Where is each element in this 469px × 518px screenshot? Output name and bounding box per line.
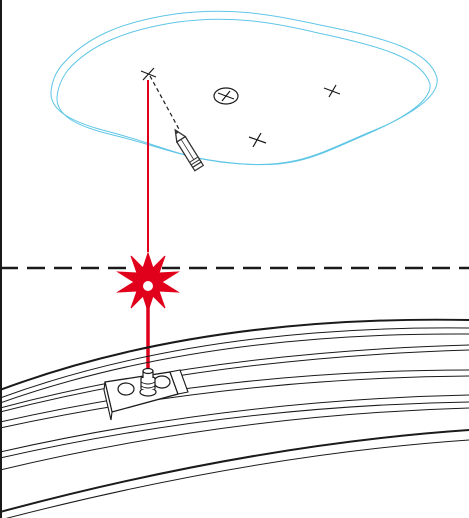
track-line-2 xyxy=(0,327,469,399)
pencil-icon xyxy=(174,128,205,172)
track-line-10 xyxy=(0,407,469,471)
cross-mark-right xyxy=(323,84,341,98)
ceiling-outline xyxy=(50,10,438,166)
center-mark xyxy=(213,87,239,105)
cross-mark-lower xyxy=(248,132,267,148)
track-line-6 xyxy=(0,369,469,423)
track-line-5 xyxy=(0,349,469,413)
track-line-12 xyxy=(5,439,469,518)
track-edge-bottom xyxy=(0,429,469,513)
track-line-7 xyxy=(0,375,469,429)
laser-emitter xyxy=(139,367,157,397)
mounting-bracket xyxy=(103,367,189,421)
track-line-3 xyxy=(0,333,469,404)
laser-burst xyxy=(116,251,180,313)
bracket-hole-left xyxy=(117,382,135,396)
track-line-9 xyxy=(0,401,469,459)
curved-track xyxy=(0,318,469,518)
cross-marks xyxy=(140,67,341,148)
track-line-8 xyxy=(0,394,469,453)
ceiling-outline-inner xyxy=(56,18,431,166)
laser-aperture xyxy=(141,279,155,293)
bracket-hole-right xyxy=(153,375,171,389)
track-edge-top xyxy=(0,318,469,391)
cross-mark-laser-target xyxy=(140,67,157,81)
ceiling-outline-outer xyxy=(50,10,438,166)
track-line-4 xyxy=(0,344,469,409)
pencil-guide-line xyxy=(149,75,181,132)
